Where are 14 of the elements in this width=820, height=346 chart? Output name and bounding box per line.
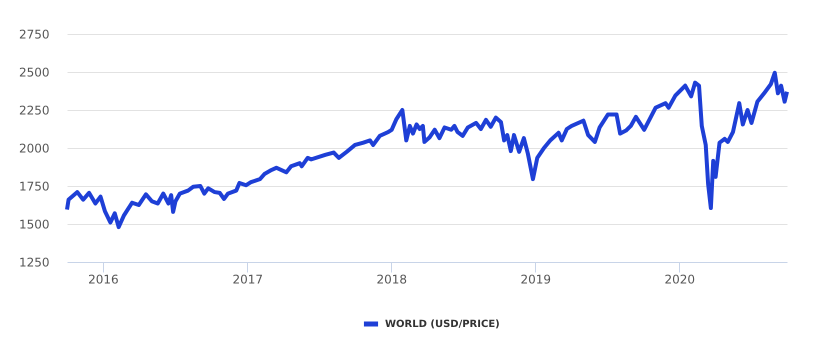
x-tick-label: 2018 [376, 272, 408, 286]
x-tick-label: 2016 [88, 272, 119, 286]
x-tick-label: 2020 [664, 272, 696, 286]
y-tick-label: 2250 [18, 104, 50, 118]
y-tick-label: 1250 [18, 256, 50, 270]
y-tick-label: 2750 [18, 28, 50, 42]
y-tick-label: 1500 [18, 218, 50, 232]
y-tick-label: 2500 [18, 66, 50, 80]
line-series [65, 70, 789, 230]
y-tick-label: 1750 [18, 180, 50, 194]
y-tick-label: 2000 [18, 142, 50, 156]
x-tick-label: 2019 [520, 272, 552, 286]
legend-label: WORLD (USD/PRICE) [385, 319, 500, 330]
x-tick-label: 2017 [232, 272, 264, 286]
